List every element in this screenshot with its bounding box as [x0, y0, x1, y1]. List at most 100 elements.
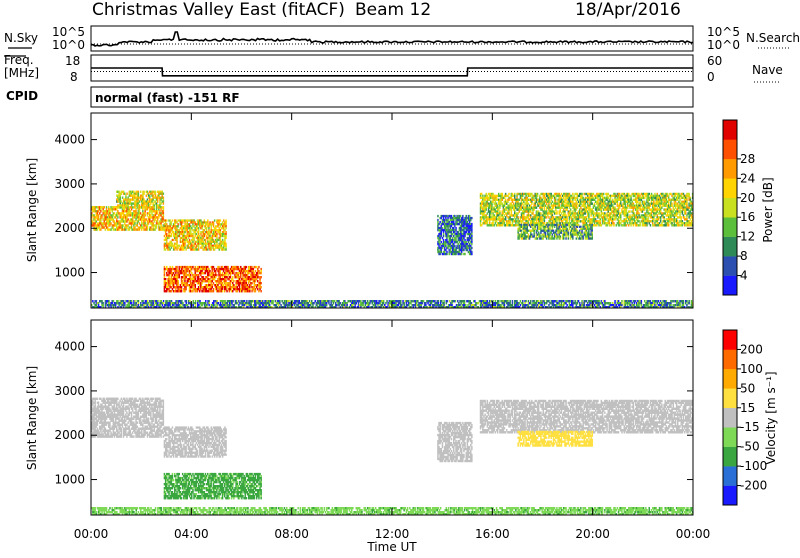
power-cell — [255, 290, 257, 292]
power-cell — [211, 227, 213, 229]
power-cell — [198, 248, 200, 250]
power-cell — [101, 216, 103, 218]
power-cell — [129, 206, 131, 208]
power-cell — [142, 210, 144, 212]
power-cell — [260, 286, 262, 288]
power-cell — [208, 227, 210, 229]
power-cell — [225, 227, 227, 229]
power-cell — [163, 206, 165, 208]
freq-left-tick-low: 8 — [70, 70, 78, 84]
power-cell — [471, 253, 473, 255]
power-cell — [437, 215, 439, 217]
nave-right-tick-low: 0 — [707, 70, 715, 84]
power-cell — [258, 266, 260, 268]
power-cell — [171, 223, 173, 225]
noise-right-tick-low: 10^0 — [707, 38, 740, 52]
chart-title: Christmas Valley East (fitACF) — [92, 0, 345, 20]
power-cell — [464, 253, 466, 255]
power-cell — [166, 223, 168, 225]
power-cell — [650, 224, 652, 226]
power-cell — [172, 219, 174, 221]
power-cell — [163, 202, 165, 204]
power-cell — [143, 193, 145, 195]
power-cell — [201, 227, 203, 229]
power-cell — [215, 276, 217, 278]
power-cell — [461, 253, 463, 255]
power-cell — [249, 290, 251, 292]
noise-panel-frame — [91, 26, 693, 51]
power-cell — [486, 208, 488, 210]
nsky-label: N.Sky — [4, 31, 38, 45]
power-cell — [147, 228, 149, 230]
power-cell — [668, 224, 670, 226]
power-cell — [137, 224, 139, 226]
power-cell — [214, 219, 216, 221]
power-cell — [260, 290, 262, 292]
power-cell — [260, 276, 262, 278]
power-cell — [629, 210, 631, 212]
power-cell — [213, 290, 215, 292]
power-cell — [166, 233, 168, 235]
power-cell — [464, 235, 466, 237]
power-cell — [471, 247, 473, 249]
power-cell — [185, 288, 187, 290]
power-cell — [132, 206, 134, 208]
nsearch-label: N.Search — [746, 31, 800, 45]
noise-right-tick-high: 10^5 — [707, 25, 740, 39]
noise-left-tick-high: 10^5 — [52, 25, 85, 39]
power-cell — [104, 206, 106, 208]
noise-left-tick-low: 10^0 — [52, 38, 85, 52]
power-cell — [471, 243, 473, 245]
power-cell — [639, 224, 641, 226]
power-cell — [160, 224, 162, 226]
freq-label-line2: [MHz] — [4, 66, 39, 80]
power-cell — [216, 243, 218, 245]
power-cell — [177, 223, 179, 225]
power-cell — [198, 233, 200, 235]
power-cell — [156, 226, 158, 228]
power-cell — [98, 216, 100, 218]
power-cell — [176, 243, 178, 245]
freq-label-line1: Freq. — [4, 53, 34, 67]
power-cell — [144, 214, 146, 216]
power-cell — [157, 200, 159, 202]
power-cell — [225, 223, 227, 225]
power-cell — [177, 225, 179, 227]
power-cell — [163, 216, 165, 218]
power-cell — [172, 243, 174, 245]
power-cell — [117, 216, 119, 218]
power-cell — [225, 237, 227, 239]
power-cell — [471, 217, 473, 219]
freq-left-tick-high: 18 — [65, 54, 80, 68]
power-cell — [246, 266, 248, 268]
nave-right-tick-high: 60 — [707, 54, 722, 68]
power-cell — [204, 235, 206, 237]
power-cell — [499, 207, 501, 209]
power-cell — [613, 224, 615, 226]
power-cell — [260, 272, 262, 274]
power-cell — [537, 195, 539, 197]
power-cell — [216, 274, 218, 276]
power-cell — [166, 219, 168, 221]
cpid-label: CPID — [6, 89, 38, 103]
power-cell — [179, 276, 181, 278]
power-cell — [126, 193, 128, 195]
power-cell — [164, 274, 166, 276]
power-cell — [446, 253, 448, 255]
power-cell — [154, 206, 156, 208]
power-cell — [508, 193, 510, 195]
power-cell — [220, 219, 222, 221]
power-cell — [135, 210, 137, 212]
power-cell — [225, 248, 227, 250]
power-cell — [100, 210, 102, 212]
power-cell — [213, 223, 215, 225]
power-cell — [556, 212, 558, 214]
power-cell — [443, 235, 445, 237]
power-cell — [603, 193, 605, 195]
power-cell — [163, 193, 165, 195]
power-cell — [222, 290, 224, 292]
power-cell — [140, 191, 142, 193]
power-cell — [139, 210, 141, 212]
power-cell — [225, 233, 227, 235]
